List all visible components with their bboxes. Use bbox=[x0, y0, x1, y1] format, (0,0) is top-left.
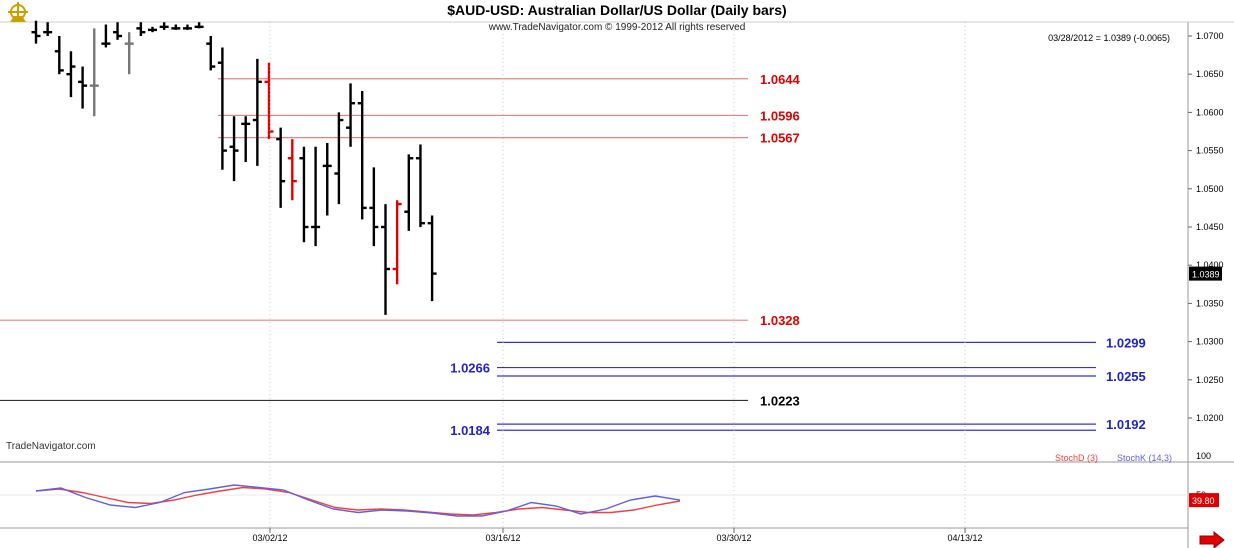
ohlc-bar bbox=[54, 36, 64, 75]
date-tick-label: 04/13/12 bbox=[947, 533, 982, 543]
price-tick-label: 1.0700 bbox=[1196, 31, 1224, 41]
ohlc-bar bbox=[78, 66, 88, 109]
ohlc-bar bbox=[276, 127, 286, 208]
ohlc-bar bbox=[124, 32, 134, 75]
ohlc-bar bbox=[252, 58, 262, 166]
ohlc-bar bbox=[206, 36, 216, 71]
price-tick-label: 1.0500 bbox=[1196, 184, 1224, 194]
levels-layer: 1.0644 1.0596 1.0567 1.0328 1.0299 1.0266 1.02… bbox=[0, 72, 1146, 438]
stochastic-panel: 10050StochD (3)StochK (14,3)39.80 bbox=[0, 451, 1219, 517]
bars-layer bbox=[31, 20, 437, 315]
level-label-1.0644: 1.0644 bbox=[760, 72, 801, 87]
stoch-value-tag bbox=[1189, 493, 1219, 508]
price-tick-label: 1.0550 bbox=[1196, 146, 1224, 156]
tradenavigator-logo-icon bbox=[8, 2, 28, 22]
price-tick-label: 1.0600 bbox=[1196, 107, 1224, 117]
stoch-legend-d: StochD (3) bbox=[1055, 453, 1098, 463]
price-tick-label: 1.0650 bbox=[1196, 69, 1224, 79]
ohlc-bar bbox=[357, 91, 367, 220]
ohlc-bar bbox=[299, 146, 309, 243]
price-tick-label: 1.0200 bbox=[1196, 413, 1224, 423]
stoch-line-k bbox=[35, 484, 681, 517]
ohlc-bar bbox=[171, 24, 181, 30]
ohlc-bar bbox=[287, 139, 297, 201]
price-tick-label: 1.0350 bbox=[1196, 298, 1224, 308]
ohlc-bar bbox=[264, 62, 274, 140]
date-tick-label: 03/30/12 bbox=[716, 533, 751, 543]
ohlc-bar bbox=[381, 204, 390, 315]
scroll-right-icon[interactable] bbox=[1199, 530, 1225, 548]
ohlc-bar bbox=[346, 83, 356, 147]
stoch-value-label: 39.80 bbox=[1192, 496, 1215, 506]
price-readout: 03/28/2012 = 1.0389 (-0.0065) bbox=[1048, 33, 1170, 43]
ohlc-bar bbox=[311, 146, 321, 247]
stoch-legend-k: StochK (14,3) bbox=[1117, 453, 1172, 463]
last-price-tag bbox=[1189, 266, 1222, 281]
level-label-1.0255: 1.0255 bbox=[1106, 369, 1146, 384]
ohlc-bar bbox=[322, 142, 332, 216]
price-tick-label: 1.0250 bbox=[1196, 375, 1224, 385]
ohlc-bar bbox=[113, 22, 123, 40]
price-tick-label: 1.0300 bbox=[1196, 337, 1224, 347]
date-tick-label: 03/02/12 bbox=[252, 533, 287, 543]
ohlc-bar bbox=[229, 116, 239, 182]
level-label-1.0223: 1.0223 bbox=[760, 393, 800, 408]
level-label-1.0567: 1.0567 bbox=[760, 131, 800, 146]
ohlc-bar bbox=[194, 22, 204, 29]
ohlc-bar bbox=[101, 24, 111, 48]
ohlc-bar bbox=[66, 51, 76, 98]
level-label-1.0596: 1.0596 bbox=[760, 108, 800, 123]
ohlc-bar bbox=[404, 154, 414, 231]
date-tick-label: 03/16/12 bbox=[485, 533, 520, 543]
chart-subtitle: www.TradeNavigator.com © 1999-2012 All r… bbox=[488, 22, 746, 33]
price-tick-label: 1.0400 bbox=[1196, 260, 1224, 270]
price-plot-area bbox=[0, 22, 1188, 455]
ohlc-bar bbox=[148, 26, 157, 33]
last-price-label: 1.0389 bbox=[1192, 270, 1220, 280]
price-axis: 1.0700 1.0650 1.0600 1.0550 1.0500 1.0450 1.04… bbox=[1188, 31, 1224, 423]
stoch-line-d bbox=[35, 486, 681, 516]
ohlc-bar bbox=[427, 215, 437, 302]
price-tick-label: 1.0450 bbox=[1196, 222, 1224, 232]
ohlc-bar bbox=[182, 24, 192, 30]
ohlc-bar bbox=[217, 47, 227, 170]
ohlc-bar bbox=[369, 167, 379, 247]
ohlc-bar bbox=[415, 144, 425, 227]
chart-title: $AUD-USD: Australian Dollar/US Dollar (D… bbox=[447, 2, 786, 18]
ohlc-bar bbox=[89, 28, 99, 117]
ohlc-bar bbox=[334, 112, 344, 205]
level-label-1.0328: 1.0328 bbox=[760, 313, 800, 328]
level-label-1.0192: 1.0192 bbox=[1106, 417, 1146, 432]
ohlc-bar bbox=[392, 200, 402, 285]
level-label-1.0184: 1.0184 bbox=[450, 423, 491, 438]
ohlc-bar bbox=[241, 116, 251, 163]
ohlc-bar bbox=[159, 22, 169, 30]
level-label-1.0266: 1.0266 bbox=[450, 361, 490, 376]
ohlc-bar bbox=[136, 22, 146, 36]
level-label-1.0299: 1.0299 bbox=[1106, 335, 1146, 350]
date-axis: 03/02/12 03/16/12 03/30/12 04/13/12 bbox=[252, 22, 983, 543]
ohlc-bar bbox=[31, 20, 41, 44]
stoch-tick-label: 100 bbox=[1196, 451, 1211, 461]
ohlc-bar bbox=[43, 22, 53, 36]
watermark-text: TradeNavigator.com bbox=[6, 441, 96, 452]
